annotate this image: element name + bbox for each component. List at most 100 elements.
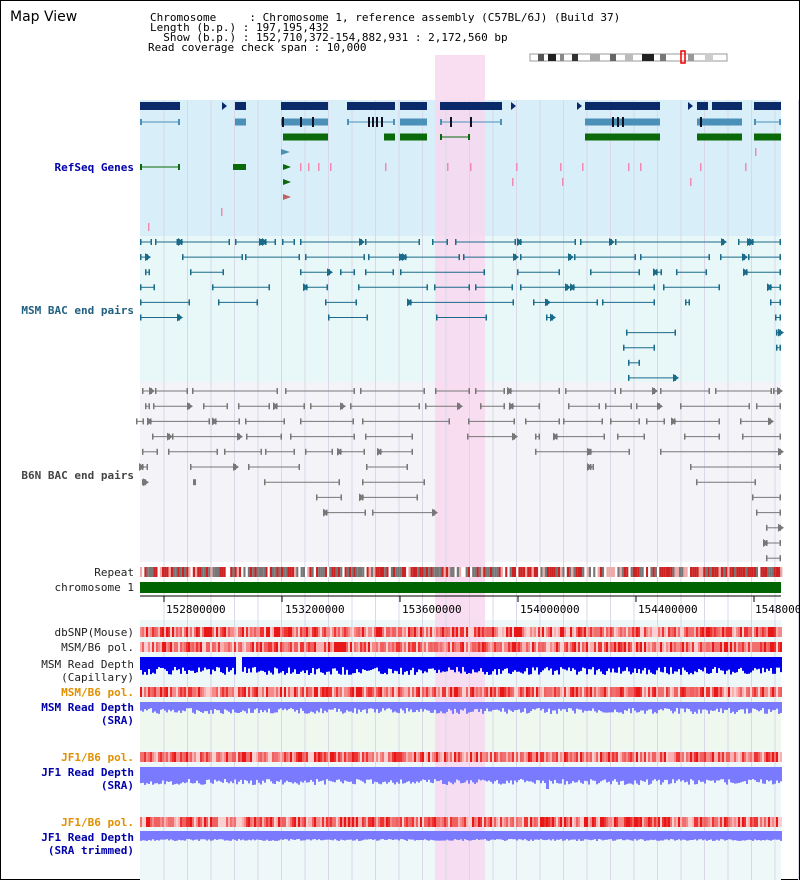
heat-cell bbox=[598, 817, 600, 827]
depth-bar bbox=[460, 767, 462, 784]
heat-cell bbox=[170, 627, 172, 637]
repeat-element bbox=[474, 567, 477, 577]
heat-cell bbox=[242, 687, 244, 697]
depth-bar bbox=[730, 767, 732, 783]
depth-bar bbox=[212, 831, 214, 841]
heat-cell bbox=[250, 752, 252, 762]
heat-cell bbox=[212, 642, 214, 652]
depth-bar bbox=[384, 831, 386, 840]
repeat-element bbox=[399, 567, 402, 577]
depth-bar bbox=[560, 657, 562, 668]
repeat-element bbox=[313, 567, 316, 577]
heat-cell bbox=[676, 627, 678, 637]
heat-cell bbox=[206, 817, 208, 827]
heat-cell bbox=[650, 687, 652, 697]
depth-bar bbox=[524, 767, 526, 783]
heat-cell bbox=[758, 817, 760, 827]
heat-cell bbox=[700, 627, 702, 637]
bac-end bbox=[366, 314, 368, 321]
depth-bar bbox=[430, 702, 432, 713]
heat-cell bbox=[184, 642, 186, 652]
heat-cell bbox=[142, 642, 144, 652]
heat-cell bbox=[326, 687, 328, 697]
heat-cell bbox=[696, 687, 698, 697]
depth-bar bbox=[670, 702, 672, 711]
depth-bar bbox=[256, 831, 258, 840]
bac-end bbox=[514, 239, 516, 245]
heat-cell bbox=[560, 752, 562, 762]
bac-end bbox=[146, 464, 148, 470]
heat-cell bbox=[478, 817, 480, 827]
track-label-msm-depth-sra[interactable]: MSM Read Depth bbox=[41, 701, 134, 714]
heat-cell bbox=[558, 627, 560, 637]
track-label-jf1-depth-sra[interactable]: JF1 Read Depth bbox=[41, 766, 134, 779]
track-label-repeat[interactable]: Repeat bbox=[94, 566, 134, 579]
heat-cell bbox=[430, 642, 432, 652]
heat-cell bbox=[432, 817, 434, 827]
depth-bar bbox=[604, 702, 606, 713]
heat-cell bbox=[494, 817, 496, 827]
depth-bar bbox=[544, 767, 546, 784]
heat-cell bbox=[740, 752, 742, 762]
track-label-dbsnp[interactable]: dbSNP(Mouse) bbox=[54, 626, 134, 639]
heat-cell bbox=[196, 687, 198, 697]
heat-cell bbox=[230, 687, 232, 697]
bac-end bbox=[448, 418, 450, 425]
heat-cell bbox=[232, 642, 234, 652]
heat-cell bbox=[452, 642, 454, 652]
heat-cell bbox=[492, 817, 494, 827]
bac-end bbox=[628, 448, 630, 455]
heat-cell bbox=[718, 642, 720, 652]
heat-cell bbox=[346, 752, 348, 762]
heat-cell bbox=[342, 642, 344, 652]
heat-cell bbox=[308, 687, 310, 697]
heat-cell bbox=[176, 817, 178, 827]
heat-cell bbox=[262, 642, 264, 652]
track-label-msm-pol-2[interactable]: MSM/B6 pol. bbox=[61, 686, 134, 699]
depth-bar bbox=[518, 831, 520, 840]
heat-cell bbox=[616, 752, 618, 762]
heat-cell bbox=[308, 817, 310, 827]
track-label-jf1-pol-1[interactable]: JF1/B6 pol. bbox=[61, 751, 134, 764]
repeat-element bbox=[481, 567, 484, 577]
heat-cell bbox=[208, 642, 210, 652]
bac-end bbox=[340, 494, 342, 501]
track-label-refseq[interactable]: RefSeq Genes bbox=[54, 161, 134, 174]
depth-bar bbox=[350, 702, 352, 712]
bac-end bbox=[535, 433, 537, 440]
track-label-jf1-depth-trim[interactable]: JF1 Read Depth bbox=[41, 831, 134, 844]
track-label-chromosome[interactable]: chromosome 1 bbox=[54, 581, 134, 594]
heat-cell bbox=[676, 817, 678, 827]
repeat-element bbox=[764, 567, 767, 577]
heat-cell bbox=[194, 817, 196, 827]
bac-end bbox=[358, 284, 360, 291]
depth-bar bbox=[312, 657, 314, 668]
repeat-element bbox=[395, 567, 398, 577]
repeat-element bbox=[621, 567, 624, 577]
depth-bar bbox=[214, 657, 216, 672]
track-label-msm-depth-cap[interactable]: MSM Read Depth bbox=[41, 658, 134, 671]
heat-cell bbox=[436, 627, 438, 637]
heat-cell bbox=[372, 817, 374, 827]
track-label-b6n-bac[interactable]: B6N BAC end pairs bbox=[21, 469, 134, 482]
depth-bar bbox=[658, 657, 660, 668]
bac-end bbox=[503, 388, 505, 394]
heat-cell bbox=[480, 817, 482, 827]
depth-bar bbox=[580, 702, 582, 710]
bac-end bbox=[363, 448, 365, 455]
depth-bar bbox=[712, 702, 714, 711]
depth-bar bbox=[676, 657, 678, 672]
depth-bar bbox=[412, 767, 414, 783]
track-label-msm-bac[interactable]: MSM BAC end pairs bbox=[21, 304, 134, 317]
track-label-msm-pol-1[interactable]: MSM/B6 pol. bbox=[61, 641, 134, 654]
depth-bar bbox=[460, 702, 462, 710]
track-label-jf1-pol-2[interactable]: JF1/B6 pol. bbox=[61, 816, 134, 829]
track-label-msm-depth-sra-sub: (SRA) bbox=[100, 714, 134, 727]
depth-bar bbox=[278, 657, 280, 674]
depth-bar bbox=[452, 831, 454, 841]
depth-bar bbox=[678, 831, 680, 840]
heat-cell bbox=[200, 687, 202, 697]
heat-cell bbox=[332, 642, 334, 652]
depth-bar bbox=[300, 767, 302, 782]
depth-bar bbox=[170, 702, 172, 712]
